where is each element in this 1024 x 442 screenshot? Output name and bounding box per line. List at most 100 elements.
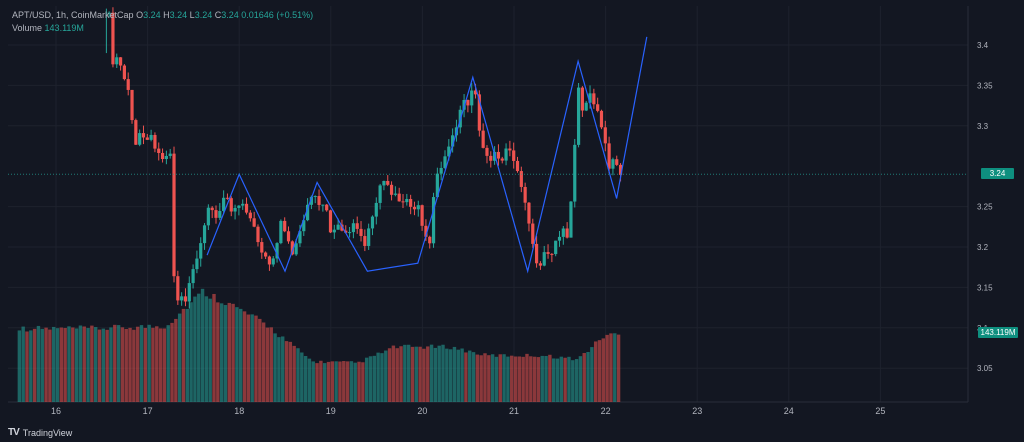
volume-bar (609, 333, 613, 402)
time-tick-label: 22 (601, 406, 611, 416)
candle-body (149, 134, 153, 140)
candle-body (279, 220, 283, 244)
candle-body (534, 243, 539, 264)
price-tick-label: 3.3 (977, 122, 989, 131)
volume-bar (74, 328, 79, 402)
candle-body (271, 258, 275, 265)
candle-body (611, 159, 615, 169)
candle-body (367, 228, 371, 246)
volume-bar (387, 348, 392, 402)
volume-bar (578, 356, 583, 402)
volume-bar (219, 303, 224, 402)
time-tick-label: 19 (326, 406, 336, 416)
volume-bar (216, 302, 220, 402)
volume-bar (197, 293, 201, 402)
volume-bar (177, 313, 182, 402)
candle-body (447, 146, 451, 157)
candle-body (317, 196, 321, 205)
volume-bar (490, 354, 495, 402)
volume-bar (475, 354, 480, 402)
last-price-badge: 3.24 (981, 168, 1014, 180)
candle-body (160, 152, 165, 160)
candle-body (248, 212, 252, 219)
volume-bar (364, 357, 369, 402)
volume-bar (571, 360, 575, 402)
open-value: 3.24 (143, 10, 161, 20)
price-tick-label: 3.35 (977, 81, 993, 90)
volume-bar (101, 328, 106, 402)
candle-body (386, 180, 390, 185)
candle-body (183, 296, 188, 302)
volume-bar (441, 344, 445, 402)
candle-body (542, 252, 546, 266)
candle-body (443, 156, 447, 168)
volume-bar (59, 327, 64, 402)
volume-bar (40, 328, 44, 402)
volume-bar (353, 362, 357, 402)
candle-body (168, 153, 172, 156)
candle-body (382, 180, 386, 186)
volume-bar (265, 327, 270, 402)
low-value: 3.24 (194, 10, 213, 20)
tradingview-watermark[interactable]: TV TradingView (8, 427, 72, 438)
volume-label[interactable]: Volume (12, 23, 43, 33)
volume-bar (456, 349, 460, 402)
candle-body (466, 100, 470, 106)
change-value: 0.01646 (+0.51%) (241, 10, 314, 20)
candle-body (180, 296, 184, 301)
volume-bar (128, 327, 132, 402)
candle-body (199, 243, 203, 259)
candle-body (336, 224, 340, 230)
volume-bar (124, 329, 128, 402)
candle-body (588, 93, 592, 103)
volume-bar (139, 325, 144, 402)
volume-bar (525, 353, 529, 402)
candle-body (500, 158, 504, 161)
volume-bar (90, 325, 94, 402)
candlesticks (105, 7, 623, 309)
time-tick-label: 25 (875, 406, 885, 416)
candle-body (393, 193, 397, 195)
volume-bar (170, 322, 174, 402)
candle-body (592, 93, 596, 105)
chart-legend: APT/USD, 1h, CoinMarketCap O3.24 H3.24 L… (12, 9, 313, 35)
volume-bar (494, 356, 499, 402)
volume-bar (235, 307, 239, 402)
time-tick-label: 16 (51, 406, 61, 416)
volume-bar (322, 363, 327, 402)
candle-body (546, 252, 550, 254)
volume-bar (48, 329, 52, 402)
candle-body (241, 203, 245, 206)
time-axis: 16 17 18 19 20 21 22 23 24 25 (51, 406, 885, 416)
candle-body (325, 204, 329, 211)
candle-body (470, 90, 474, 106)
candle-body (138, 133, 142, 145)
volume-bar (406, 344, 411, 402)
price-tick-label: 3.2 (977, 243, 989, 252)
candle-body (157, 148, 161, 153)
candle-body (355, 223, 359, 229)
volume-bar (116, 325, 121, 402)
candle-body (126, 79, 130, 90)
symbol-title[interactable]: APT/USD, 1h, CoinMarketCap (12, 10, 134, 20)
volume-bar (403, 344, 407, 402)
volume-bar (372, 355, 377, 402)
candle-body (115, 57, 119, 65)
candle-body (538, 263, 543, 266)
volume-bar (597, 340, 602, 402)
volume-bar (601, 338, 606, 402)
volume-bar (55, 328, 60, 402)
close-label: C (214, 10, 222, 20)
candle-body (363, 236, 367, 246)
volume-bar (414, 346, 418, 402)
candle-body (397, 193, 401, 202)
candle-body (237, 205, 241, 208)
volume-bar (315, 363, 319, 402)
candle-body (389, 184, 394, 195)
candle-body (222, 197, 226, 211)
candle-body (264, 252, 268, 257)
volume-bar (334, 361, 338, 402)
candle-body (187, 283, 191, 302)
volume-bar (25, 331, 29, 402)
